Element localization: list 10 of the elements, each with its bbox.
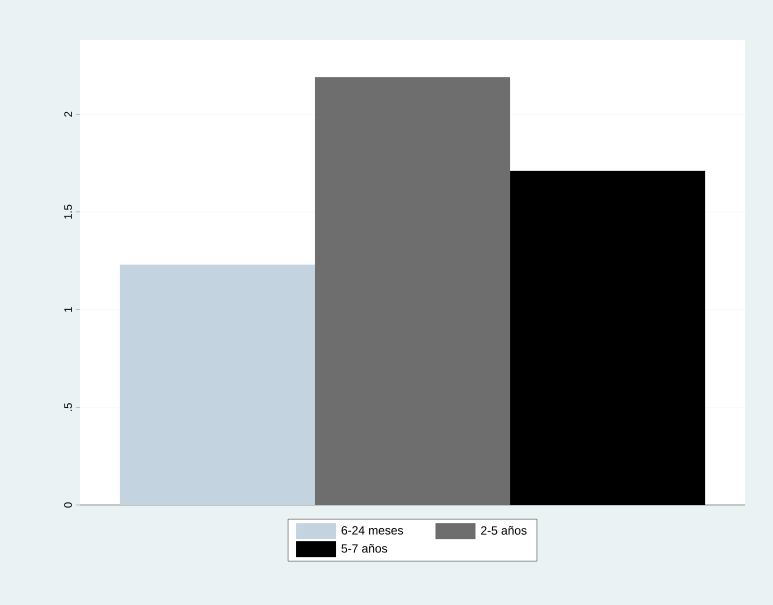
y-tick-label: .5 <box>64 403 72 411</box>
legend-label: 2-5 años <box>481 526 527 535</box>
y-tick-label: 2 <box>64 112 72 117</box>
legend-label: 5-7 años <box>342 544 388 553</box>
y-tick-label: 0 <box>64 502 72 508</box>
y-tick-label: 1 <box>64 307 72 312</box>
bar <box>314 77 510 505</box>
y-tick-label: 1.5 <box>64 204 72 219</box>
legend-label: 6-24 meses <box>342 526 404 535</box>
bar <box>120 264 315 505</box>
